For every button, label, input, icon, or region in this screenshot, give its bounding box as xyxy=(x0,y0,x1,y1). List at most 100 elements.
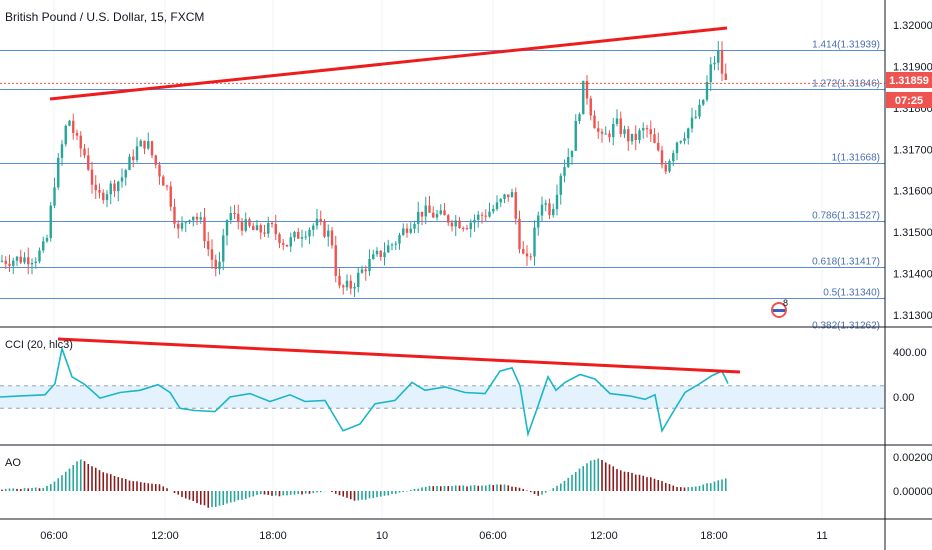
candle-body xyxy=(237,213,240,222)
candle-body xyxy=(192,216,195,221)
candle-body xyxy=(469,222,472,230)
candle-body xyxy=(64,125,67,145)
candle-body xyxy=(353,286,356,289)
candle-body xyxy=(687,128,690,139)
candle-body xyxy=(623,129,626,135)
candle-body xyxy=(649,129,652,135)
candle-body xyxy=(180,223,184,229)
candle-body xyxy=(338,275,341,286)
candle-body xyxy=(248,219,251,226)
candle-body xyxy=(717,50,720,63)
candle-body xyxy=(597,128,600,132)
candle-body xyxy=(653,134,656,143)
candle-body xyxy=(567,157,570,168)
candle-body xyxy=(19,256,22,263)
candle-body xyxy=(120,177,124,182)
candle-body xyxy=(8,263,11,266)
flag-badge: 8 xyxy=(771,298,788,318)
candle-body xyxy=(417,211,420,224)
candle-body xyxy=(285,244,289,247)
candle-body xyxy=(278,234,281,244)
candle-body xyxy=(319,218,322,222)
candle-body xyxy=(244,219,247,231)
candle-body xyxy=(458,220,461,228)
candle-body xyxy=(38,250,41,262)
candle-body xyxy=(184,222,187,224)
candle-body xyxy=(203,217,206,242)
price-tick-label: 1.31500 xyxy=(893,227,932,239)
ao-tick-label: 0.00000 xyxy=(893,486,932,498)
candle-body xyxy=(387,245,390,253)
last-price-box xyxy=(886,72,932,88)
candle-body xyxy=(87,155,90,170)
candle-body xyxy=(375,250,379,255)
candle-body xyxy=(683,138,686,142)
candle-body xyxy=(645,128,649,130)
candle-body xyxy=(510,192,514,198)
fib-levels: 1.414(1.31939) 1.272(1.31846) 1(1.31668) 0.… xyxy=(0,40,885,332)
candle-body xyxy=(255,225,259,231)
candle-body xyxy=(300,237,304,239)
candle-body xyxy=(147,141,150,149)
candle-body xyxy=(30,262,34,265)
candle-body xyxy=(480,214,484,216)
candle-body xyxy=(465,228,469,230)
candle-body xyxy=(270,222,274,225)
candle-body xyxy=(709,64,712,83)
candle-body xyxy=(173,206,176,224)
candle-body xyxy=(315,218,319,226)
candles xyxy=(0,40,727,298)
candle-body xyxy=(368,258,371,272)
countdown-box xyxy=(886,92,932,108)
cci-trendline xyxy=(57,337,741,374)
candle-body xyxy=(435,213,439,218)
candle-body xyxy=(604,133,607,135)
candle-body xyxy=(195,216,199,220)
candle-body xyxy=(210,249,214,260)
candle-body xyxy=(330,230,334,246)
candle-body xyxy=(582,80,585,115)
flag-badge-count: 8 xyxy=(783,298,788,308)
candle-body xyxy=(135,146,139,161)
candle-body xyxy=(540,204,544,216)
time-tick-label: 10 xyxy=(376,530,388,542)
candle-body xyxy=(477,214,480,220)
fib-level-label: 0.618(1.31417) xyxy=(812,257,880,268)
last-price-value: 1.31859 xyxy=(889,75,929,87)
candle-body xyxy=(660,150,664,165)
candle-body xyxy=(12,260,15,266)
candle-body xyxy=(282,243,285,245)
candle-body xyxy=(634,133,637,140)
ao-label: AO xyxy=(5,457,21,469)
candle-body xyxy=(334,245,337,276)
candle-body xyxy=(45,238,49,242)
candle-body xyxy=(559,175,562,195)
candle-body xyxy=(372,254,375,259)
candle-body xyxy=(90,169,94,185)
candle-body xyxy=(274,224,277,235)
candle-body xyxy=(630,133,634,142)
candle-body xyxy=(222,235,225,262)
cci-scale: 400.00 0.00 xyxy=(893,347,927,404)
candle-body xyxy=(413,223,416,229)
candle-body xyxy=(105,194,109,201)
candle-body xyxy=(327,230,330,237)
candle-body xyxy=(450,222,454,227)
candle-body xyxy=(443,210,446,216)
candle-body xyxy=(724,73,727,81)
candle-body xyxy=(488,211,491,217)
candle-body xyxy=(357,272,360,287)
candle-body xyxy=(533,227,536,257)
candle-body xyxy=(664,164,667,172)
cci-tick-label: 400.00 xyxy=(893,347,927,359)
candle-body xyxy=(578,114,581,121)
candle-body xyxy=(27,257,30,265)
candle-body xyxy=(615,118,619,124)
candle-body xyxy=(207,241,210,250)
candle-body xyxy=(672,153,675,162)
candle-body xyxy=(702,99,705,105)
candle-body xyxy=(240,221,244,231)
candle-body xyxy=(162,176,165,186)
